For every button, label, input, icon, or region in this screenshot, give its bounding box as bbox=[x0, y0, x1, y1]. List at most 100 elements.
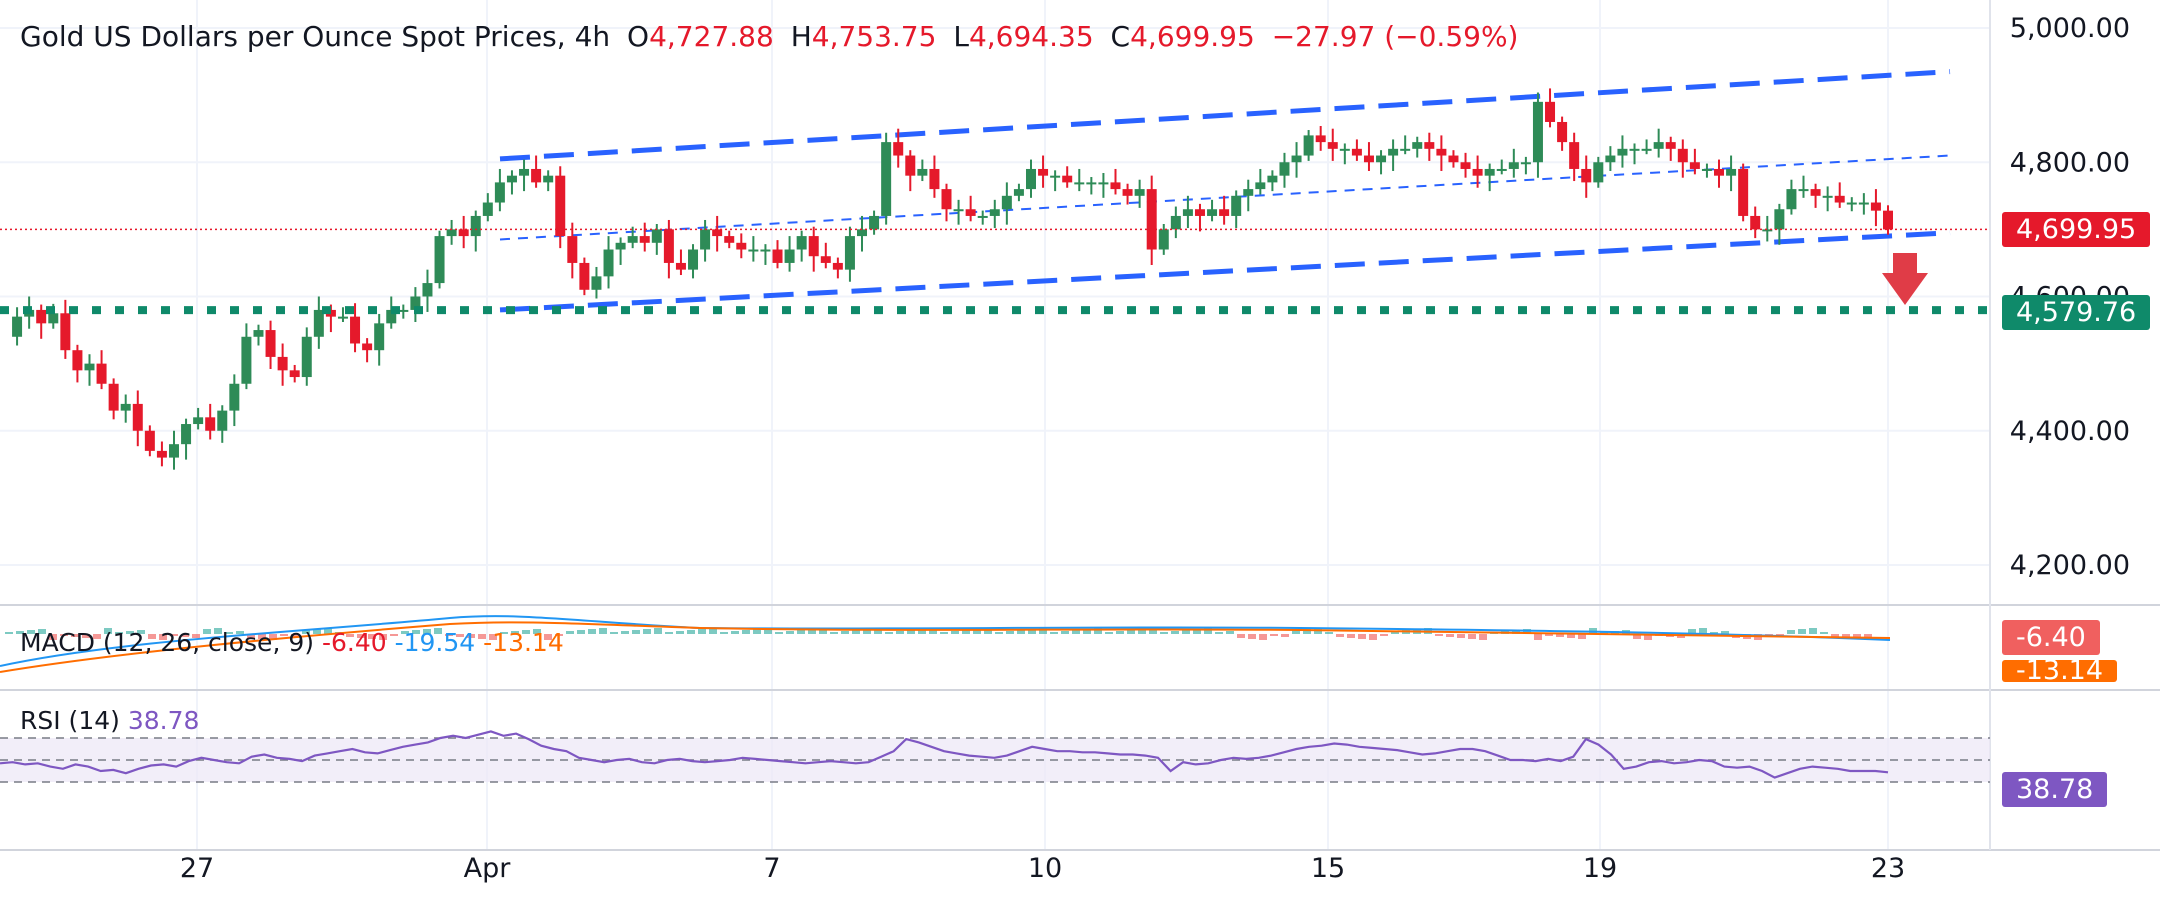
candle-body bbox=[531, 168, 542, 183]
open-label: O bbox=[627, 20, 650, 53]
macd-hist-bar bbox=[555, 634, 563, 636]
candle-body bbox=[1231, 195, 1242, 216]
candle-body bbox=[72, 350, 83, 371]
macd-hist-bar bbox=[929, 628, 937, 634]
macd-hist-bar bbox=[236, 631, 244, 634]
macd-hist-badge: -13.14 bbox=[2002, 660, 2118, 682]
candle-body bbox=[205, 417, 216, 431]
macd-hist-bar bbox=[709, 628, 717, 634]
candle-body bbox=[1315, 135, 1326, 143]
candle-body bbox=[1822, 195, 1833, 198]
candle-body bbox=[1472, 168, 1483, 176]
macd-hist-bar bbox=[1072, 630, 1080, 634]
macd-hist-bar bbox=[566, 631, 574, 634]
macd-hist-bar bbox=[1303, 629, 1311, 634]
candle-body bbox=[748, 249, 759, 252]
candle-body bbox=[700, 229, 711, 250]
macd-hist-bar bbox=[1798, 629, 1806, 634]
macd-hist-bar bbox=[126, 631, 134, 634]
macd-hist-bar bbox=[258, 634, 266, 639]
candle-body bbox=[362, 343, 373, 351]
rsi-legend: RSI (14) 38.78 bbox=[20, 706, 199, 735]
macd-hist-bar bbox=[1336, 634, 1344, 637]
candle-body bbox=[96, 363, 107, 384]
candle-body bbox=[1194, 209, 1205, 216]
macd-hist-bar bbox=[1050, 632, 1058, 634]
macd-hist-bar bbox=[181, 634, 189, 637]
time-axis: 27 Apr 7 10 15 19 23 bbox=[180, 853, 1905, 884]
macd-hist-bar bbox=[1105, 632, 1113, 634]
macd-hist-bar bbox=[27, 630, 35, 634]
macd-hist-bar bbox=[885, 632, 893, 634]
candle-body bbox=[1798, 189, 1809, 192]
rsi-line bbox=[0, 730, 1889, 779]
macd-hist-bar bbox=[1028, 629, 1036, 634]
candle-body bbox=[555, 175, 566, 237]
macd-hist-bar bbox=[1039, 628, 1047, 634]
candle-body bbox=[470, 215, 481, 237]
candle-body bbox=[712, 229, 723, 237]
time-tick-label: 23 bbox=[1871, 853, 1905, 884]
macd-hist-value: -13.14 bbox=[483, 628, 564, 657]
candle-body bbox=[1146, 189, 1157, 250]
macd-hist-bar bbox=[500, 632, 508, 634]
candle-body bbox=[108, 383, 119, 411]
down-arrow-icon bbox=[1882, 253, 1928, 305]
close-label: C bbox=[1110, 20, 1131, 53]
macd-hist-bar bbox=[973, 629, 981, 634]
macd-hist-bar bbox=[698, 629, 706, 634]
macd-hist-bar bbox=[1226, 631, 1234, 634]
macd-hist-bar bbox=[533, 629, 541, 634]
rsi-pane bbox=[0, 730, 1990, 783]
candle-body bbox=[422, 283, 433, 297]
macd-hist-bar bbox=[1787, 630, 1795, 634]
candle-body bbox=[1581, 168, 1592, 183]
candle-body bbox=[1327, 142, 1338, 149]
macd-hist-bar bbox=[643, 629, 651, 634]
candle-body bbox=[591, 276, 602, 290]
macd-hist-bar bbox=[423, 629, 431, 634]
macd-hist-bar bbox=[1325, 632, 1333, 634]
candle-body bbox=[289, 370, 300, 378]
candle-body bbox=[1858, 202, 1869, 205]
candle-body bbox=[1677, 148, 1688, 163]
macd-hist-bar bbox=[1369, 634, 1377, 640]
macd-hist-bar bbox=[511, 631, 519, 634]
arrow-head bbox=[1882, 273, 1928, 305]
candle-body bbox=[543, 175, 554, 183]
time-tick-label: 19 bbox=[1583, 853, 1617, 884]
trend-channel bbox=[499, 69, 1951, 313]
low-label: L bbox=[953, 20, 969, 53]
chart-header: Gold US Dollars per Ounce Spot Prices, 4… bbox=[20, 20, 1526, 53]
candle-body bbox=[1098, 182, 1109, 185]
macd-hist-bar bbox=[599, 628, 607, 634]
arrow-shaft bbox=[1893, 253, 1917, 273]
macd-hist-bar bbox=[863, 629, 871, 634]
close-value: 4,699.95 bbox=[1130, 20, 1255, 53]
candle-body bbox=[1545, 101, 1556, 122]
macd-hist-bar bbox=[1567, 634, 1575, 638]
candle-body bbox=[579, 262, 590, 290]
macd-hist-bar bbox=[269, 634, 277, 640]
macd-hist-bar bbox=[401, 631, 409, 634]
macd-hist-bar bbox=[1138, 629, 1146, 634]
macd-hist-bar bbox=[654, 628, 662, 634]
candle-body bbox=[1170, 215, 1181, 230]
last-price-badge: 4,699.95 bbox=[2002, 212, 2151, 247]
macd-hist-bar bbox=[1842, 634, 1850, 638]
candle-body bbox=[1762, 229, 1773, 232]
candle-body bbox=[1448, 155, 1459, 163]
macd-hist-bar bbox=[170, 634, 178, 636]
candle-body bbox=[168, 444, 179, 458]
time-tick-label: Apr bbox=[464, 853, 512, 884]
macd-hist-bar bbox=[621, 631, 629, 634]
candle-body bbox=[1219, 209, 1230, 216]
candle-body bbox=[1701, 168, 1712, 171]
macd-hist-bar bbox=[357, 634, 365, 638]
macd-hist-bar bbox=[588, 629, 596, 634]
channel-upper-line bbox=[499, 69, 1951, 162]
candle-body bbox=[434, 236, 445, 284]
macd-hist-bar bbox=[951, 631, 959, 634]
high-label: H bbox=[790, 20, 812, 53]
